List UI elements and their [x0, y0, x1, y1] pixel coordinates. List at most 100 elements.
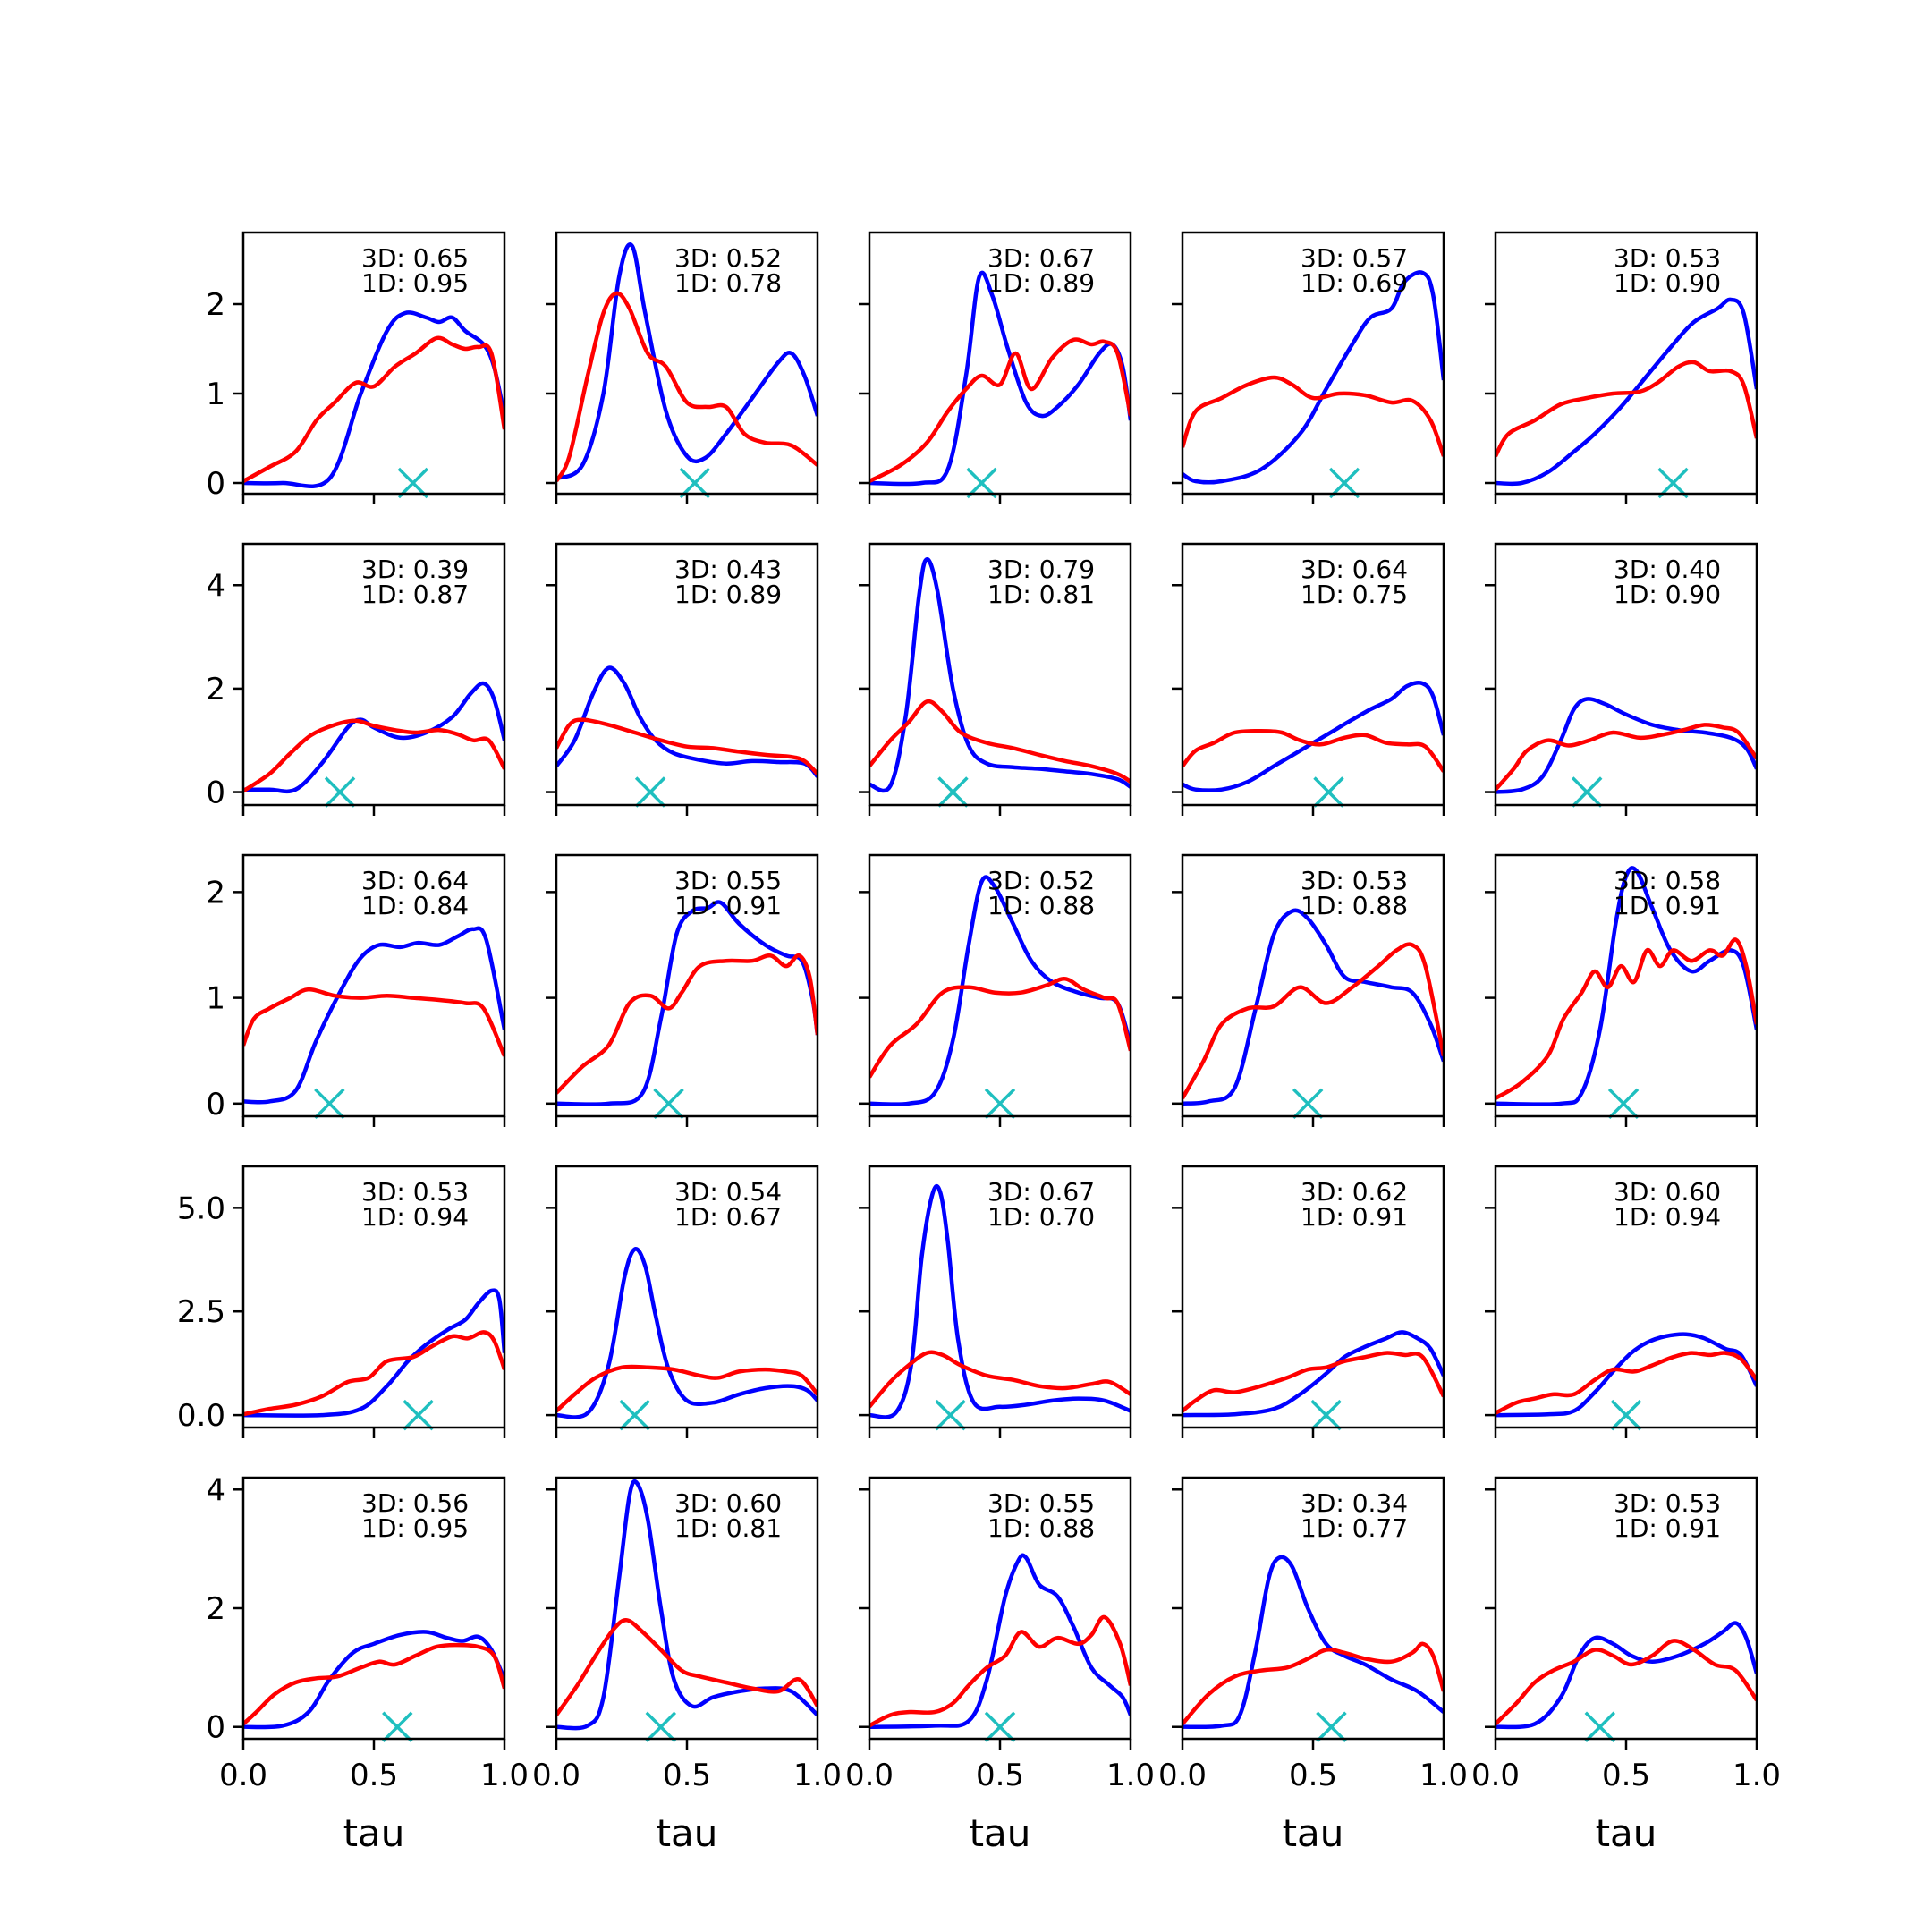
x-tick-label: 0.0: [219, 1758, 267, 1793]
red-curve: [243, 1642, 504, 1726]
annotation-3d: 3D: 0.64: [361, 866, 469, 895]
annotation-3d: 3D: 0.67: [987, 243, 1095, 273]
blue-curve: [556, 665, 818, 778]
y-tick-label: 0: [206, 775, 225, 811]
red-curve: [869, 337, 1131, 484]
red-curve: [1182, 729, 1444, 773]
red-curve: [243, 718, 504, 793]
x-marker: [1310, 1399, 1342, 1431]
x-tick-label: 1.0: [480, 1758, 529, 1793]
blue-curve: [243, 1288, 504, 1418]
annotation-3d: 3D: 0.40: [1614, 555, 1721, 584]
x-marker: [1292, 1088, 1324, 1120]
x-axis-label: tau: [657, 1811, 718, 1855]
annotation-1d: 1D: 0.69: [1301, 268, 1408, 298]
red-curve: [869, 699, 1131, 784]
red-curve: [556, 953, 818, 1095]
x-marker: [324, 776, 356, 808]
annotation-3d: 3D: 0.67: [987, 1177, 1095, 1207]
y-tick-label: 2: [206, 287, 225, 323]
x-marker: [984, 1088, 1016, 1120]
red-curve: [1182, 942, 1444, 1100]
x-marker: [1584, 1711, 1616, 1742]
red-curve: [1182, 375, 1444, 457]
blue-curve: [1496, 697, 1757, 794]
annotation-1d: 1D: 0.91: [1301, 1202, 1408, 1232]
y-tick-label: 0: [206, 1710, 225, 1746]
annotation-3d: 3D: 0.60: [1614, 1177, 1721, 1207]
annotation-3d: 3D: 0.53: [361, 1177, 469, 1207]
x-marker: [314, 1088, 345, 1120]
red-curve: [1496, 723, 1757, 792]
annotation-3d: 3D: 0.60: [674, 1488, 782, 1518]
x-tick-label: 0.5: [976, 1758, 1024, 1793]
x-marker: [1328, 467, 1360, 499]
blue-curve: [1182, 681, 1444, 792]
blue-curve: [556, 1247, 818, 1419]
annotation-3d: 3D: 0.79: [987, 555, 1095, 584]
x-marker: [653, 1088, 684, 1120]
x-marker: [1607, 1088, 1640, 1120]
x-marker: [634, 776, 666, 808]
annotation-3d: 3D: 0.53: [1301, 866, 1408, 895]
y-tick-label: 2.5: [177, 1294, 225, 1330]
x-marker: [1657, 467, 1689, 499]
annotation-3d: 3D: 0.53: [1614, 1488, 1721, 1518]
x-marker: [619, 1399, 650, 1431]
annotation-3d: 3D: 0.39: [361, 555, 469, 584]
red-curve: [869, 1350, 1131, 1409]
annotation-1d: 1D: 0.89: [674, 580, 782, 609]
annotation-3d: 3D: 0.52: [987, 866, 1095, 895]
x-tick-label: 0.0: [845, 1758, 894, 1793]
red-curve: [1496, 1351, 1757, 1415]
annotation-3d: 3D: 0.58: [1614, 866, 1721, 895]
x-marker: [935, 1399, 966, 1431]
annotation-1d: 1D: 0.81: [674, 1513, 782, 1543]
blue-curve: [1182, 270, 1444, 485]
annotation-1d: 1D: 0.81: [987, 580, 1095, 609]
x-tick-label: 1.0: [1419, 1758, 1468, 1793]
y-tick-label: 4: [206, 568, 225, 604]
x-tick-label: 0.0: [532, 1758, 580, 1793]
annotation-1d: 1D: 0.91: [1614, 891, 1721, 920]
annotation-3d: 3D: 0.62: [1301, 1177, 1408, 1207]
x-marker: [397, 467, 429, 499]
annotation-1d: 1D: 0.94: [361, 1202, 469, 1232]
annotation-1d: 1D: 0.91: [674, 891, 782, 920]
x-marker: [402, 1399, 434, 1431]
x-axis-label: tau: [1283, 1811, 1344, 1855]
red-curve: [243, 335, 504, 483]
annotation-1d: 1D: 0.78: [674, 268, 782, 298]
annotation-1d: 1D: 0.87: [361, 580, 469, 609]
blue-curve: [1496, 1621, 1757, 1730]
annotation-1d: 1D: 0.89: [987, 268, 1095, 298]
annotation-1d: 1D: 0.84: [361, 891, 469, 920]
red-curve: [1496, 1639, 1757, 1725]
y-tick-label: 2: [206, 672, 225, 708]
annotation-3d: 3D: 0.65: [361, 243, 469, 273]
blue-curve: [869, 875, 1131, 1106]
x-marker: [966, 467, 997, 499]
x-marker: [1316, 1711, 1347, 1742]
x-tick-label: 1.0: [1733, 1758, 1781, 1793]
y-tick-label: 0.0: [177, 1398, 225, 1434]
red-curve: [243, 1330, 504, 1417]
annotation-1d: 1D: 0.88: [987, 891, 1095, 920]
red-curve: [556, 1364, 818, 1413]
blue-curve: [556, 900, 818, 1106]
